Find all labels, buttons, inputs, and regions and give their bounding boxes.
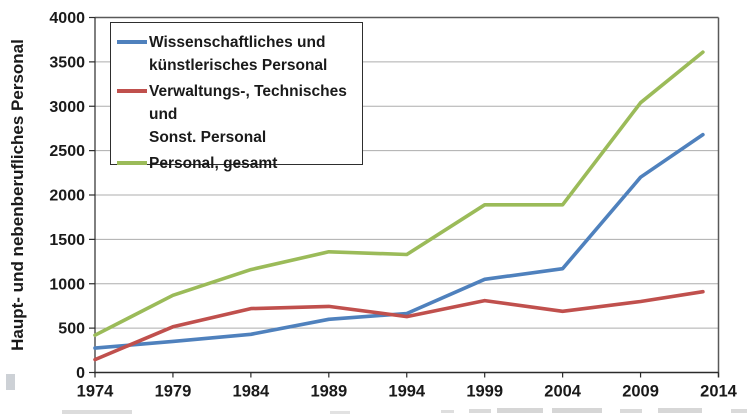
cutoff-artifact [731,409,747,413]
series-line-2 [93,50,705,338]
cutoff-artifact [469,409,491,413]
x-tick-label: 1994 [388,383,426,401]
y-tick-label: 1500 [49,232,85,249]
y-tick-label: 0 [76,365,85,382]
y-tick-label: 500 [58,321,85,338]
cutoff-artifact [620,409,642,413]
x-tick-label: 1999 [466,383,503,401]
x-tick-label: 1979 [155,383,192,401]
series-line-0 [93,132,705,350]
legend-line-swatch [117,161,147,165]
legend-entry: Personal, gesamt [117,152,358,175]
y-tick-label: 3500 [49,54,85,71]
y-tick-label: 1000 [49,276,85,293]
chart-legend: Wissenschaftliches und künstlerisches Pe… [110,22,363,172]
cutoff-artifact [658,408,702,413]
cutoff-artifact [62,410,132,414]
cutoff-artifact [441,410,454,413]
x-tick-label: 2004 [544,383,582,401]
series-line-1 [93,289,705,362]
y-tick-label: 4000 [49,10,85,27]
y-tick-label: 2000 [49,188,85,205]
legend-entry: Verwaltungs-, Technisches und Sonst. Per… [117,80,358,149]
legend-line-swatch [117,40,147,44]
cutoff-artifact [6,374,15,390]
x-tick-label: 1974 [77,383,115,401]
x-tick-label: 1984 [233,383,271,401]
cutoff-artifact [330,411,350,414]
y-tick-label: 2500 [49,143,85,160]
legend-label: Verwaltungs-, Technisches und Sonst. Per… [149,83,347,146]
cutoff-artifact [552,408,602,413]
x-tick-label: 2009 [622,383,659,401]
legend-label: Wissenschaftliches und künstlerisches Pe… [149,34,328,74]
legend-entry: Wissenschaftliches und künstlerisches Pe… [117,31,358,77]
legend-line-swatch [117,89,147,93]
y-tick-label: 3000 [49,99,85,116]
legend-label: Personal, gesamt [149,155,278,172]
x-tick-label: 1989 [310,383,347,401]
x-tick-label: 2014 [700,383,738,401]
cutoff-artifact [497,408,543,413]
